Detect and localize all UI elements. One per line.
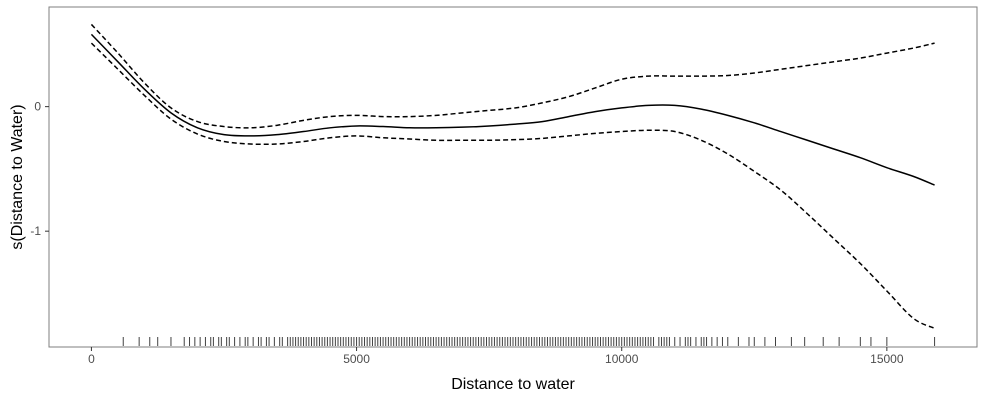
series-line-estimate [90, 33, 935, 186]
panel-frame [48, 6, 978, 348]
x-tick-label: 10000 [605, 352, 639, 366]
x-tick-label: 5000 [343, 352, 370, 366]
rug-marks [122, 337, 936, 346]
series-line-lower [90, 42, 935, 330]
series-lines [90, 23, 935, 330]
x-axis-ticks: 0 5000 10000 15000 [88, 347, 904, 366]
x-axis-title: Distance to water [451, 376, 575, 393]
x-tick-label: 15000 [870, 352, 904, 366]
y-axis-title: s(Distance to Water) [9, 104, 26, 249]
y-tick-label: 0 [34, 100, 41, 114]
y-tick-label: -1 [30, 224, 41, 238]
y-axis-ticks: -1 0 [30, 100, 49, 238]
series-line-upper [90, 23, 935, 129]
x-tick-label: 0 [88, 352, 95, 366]
